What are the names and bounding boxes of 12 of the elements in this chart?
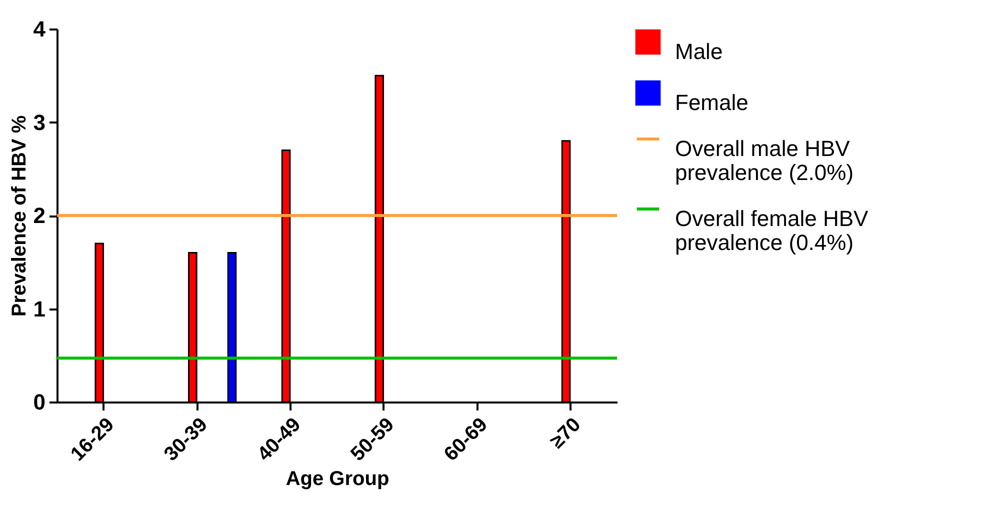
y-tick-label: 3 [33,110,46,135]
y-tick-label: 1 [33,296,46,322]
y-tick-label: 4 [33,16,46,42]
x-tick-label: ≥70 [546,414,586,453]
legend-label: Overall male HBV prevalence (2.0%) [675,136,854,185]
legend-label: Overall female HBV prevalence (0.4%) [675,206,869,255]
legend-label: Male [675,39,723,64]
y-tick-label: 0 [33,390,46,414]
legend-label: Female [675,90,748,115]
x-axis-title: Age Group [286,468,390,490]
y-axis-title: Prevalence of HBV % [8,115,30,317]
y-tick-label: 2 [33,203,46,228]
